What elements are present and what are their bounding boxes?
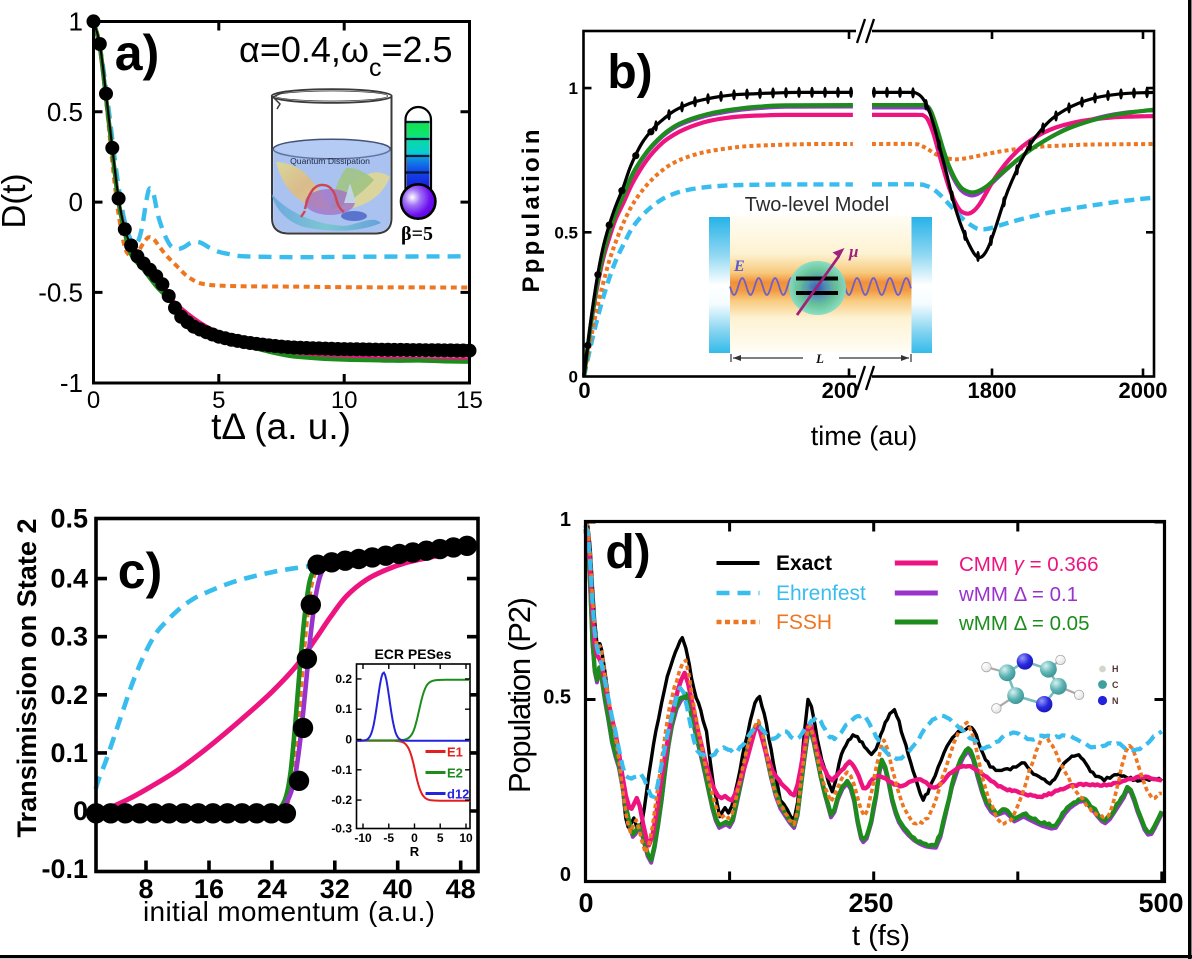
svg-text:24: 24 (257, 874, 287, 904)
svg-text:0: 0 (69, 187, 83, 217)
svg-text:b): b) (607, 46, 652, 99)
svg-text:0: 0 (569, 368, 578, 387)
svg-text:-5: -5 (383, 831, 394, 845)
svg-text:Quantum Dissipation: Quantum Dissipation (290, 156, 370, 166)
svg-text:0: 0 (87, 387, 100, 414)
svg-text:0: 0 (578, 378, 590, 403)
svg-text:0.2: 0.2 (50, 680, 88, 710)
svg-text:1: 1 (560, 509, 571, 531)
svg-text:0.5: 0.5 (554, 223, 578, 242)
svg-text:Population (P2): Population (P2) (502, 597, 537, 793)
svg-text:-10: -10 (354, 831, 372, 845)
svg-text:1: 1 (569, 79, 578, 98)
svg-text:β=5: β=5 (401, 223, 433, 245)
svg-text:Pppulatioin: Pppulatioin (518, 130, 545, 293)
svg-text:0: 0 (578, 888, 593, 918)
svg-text:-0.5: -0.5 (38, 277, 83, 307)
svg-text:t (fs): t (fs) (852, 920, 910, 952)
svg-text:0: 0 (73, 796, 88, 826)
svg-text:0.5: 0.5 (543, 686, 571, 708)
svg-text:48: 48 (446, 874, 476, 904)
svg-text:H: H (1112, 664, 1119, 674)
svg-text:d): d) (605, 526, 650, 579)
svg-text:E1: E1 (447, 745, 463, 760)
svg-text:200: 200 (822, 378, 859, 403)
svg-text:Ehrenfest: Ehrenfest (776, 582, 866, 605)
svg-text:time (au): time (au) (811, 421, 918, 451)
svg-text:10: 10 (331, 387, 358, 414)
svg-text:Exact: Exact (776, 552, 832, 575)
svg-text:40: 40 (383, 874, 413, 904)
svg-text:0.5: 0.5 (47, 97, 83, 127)
svg-text:initial momentum (a.u.): initial momentum (a.u.) (143, 896, 435, 927)
svg-text:μ: μ (848, 242, 858, 261)
svg-text:-0.3: -0.3 (331, 822, 352, 836)
svg-text:2000: 2000 (1119, 378, 1168, 403)
svg-text:D(t): D(t) (0, 174, 32, 229)
svg-text:500: 500 (1138, 888, 1183, 918)
svg-text:10: 10 (459, 831, 473, 845)
svg-text:0: 0 (345, 733, 352, 747)
svg-text:CMM γ = 0.366: CMM γ = 0.366 (959, 553, 1099, 576)
svg-text:5: 5 (437, 831, 444, 845)
svg-text:0.5: 0.5 (50, 504, 88, 534)
svg-text:1800: 1800 (968, 378, 1017, 403)
svg-text:1: 1 (69, 6, 83, 36)
svg-text:R: R (410, 844, 420, 859)
svg-text:0.4: 0.4 (50, 564, 88, 594)
svg-text:5: 5 (212, 387, 225, 414)
svg-text:-1: -1 (60, 368, 83, 398)
svg-text:Transimission on State 2: Transimission on State 2 (12, 519, 42, 838)
svg-text:E2: E2 (447, 766, 463, 781)
svg-text:15: 15 (456, 387, 483, 414)
svg-text:L: L (815, 351, 824, 366)
svg-text:0.2: 0.2 (335, 672, 352, 686)
svg-text:α=0.4,ωc=2.5: α=0.4,ωc=2.5 (239, 29, 453, 82)
svg-text:c): c) (118, 543, 162, 599)
svg-text:wMM Δ = 0.05: wMM Δ = 0.05 (958, 612, 1089, 635)
svg-text:16: 16 (194, 874, 224, 904)
svg-text:0: 0 (411, 831, 418, 845)
svg-text:250: 250 (848, 888, 893, 918)
svg-text:8: 8 (139, 874, 154, 904)
svg-text:32: 32 (320, 874, 350, 904)
svg-text:0: 0 (560, 864, 571, 886)
svg-text:E: E (733, 258, 745, 275)
svg-text:C: C (1112, 680, 1119, 690)
svg-text:ECR PESes: ECR PESes (374, 646, 451, 662)
svg-text:-0.1: -0.1 (41, 854, 88, 884)
svg-text:-0.2: -0.2 (331, 793, 352, 807)
svg-text:0.1: 0.1 (335, 702, 352, 716)
svg-text:wMM Δ = 0.1: wMM Δ = 0.1 (958, 583, 1078, 606)
svg-text:a): a) (115, 25, 159, 81)
svg-text:Two-level Model: Two-level Model (745, 194, 890, 216)
svg-text:N: N (1112, 696, 1119, 706)
svg-text:d12: d12 (447, 787, 469, 802)
svg-text:-0.1: -0.1 (331, 763, 352, 777)
svg-text:tΔ (a. u.): tΔ (a. u.) (211, 406, 351, 447)
svg-text:0.3: 0.3 (50, 622, 88, 652)
svg-text:0.1: 0.1 (50, 738, 88, 768)
svg-text:FSSH: FSSH (776, 611, 832, 634)
